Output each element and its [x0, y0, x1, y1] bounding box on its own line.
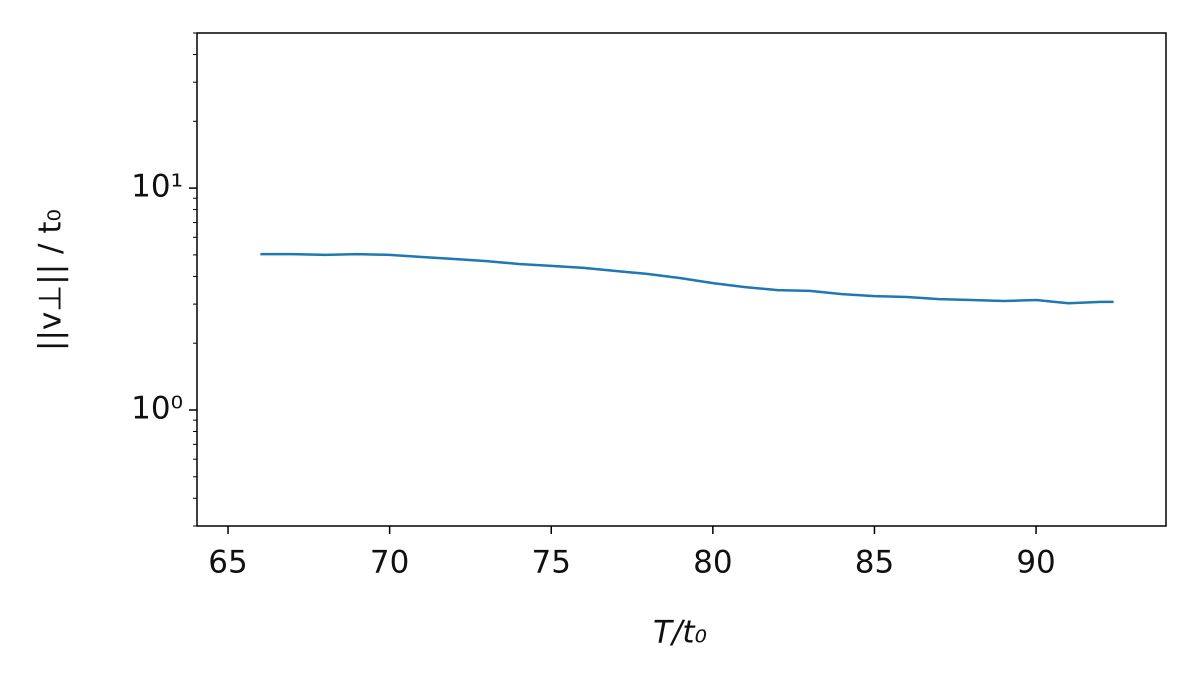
line	[260, 252, 1114, 305]
x-tick-label: 80	[693, 545, 732, 581]
x-tick-label: 85	[855, 545, 894, 581]
y-tick-label: 10⁰	[131, 390, 183, 426]
x-axis-label: T/t₀	[653, 615, 707, 651]
plot-frame	[196, 32, 1167, 527]
x-tick-label: 90	[1016, 545, 1055, 581]
y-axis-label: ||v⊥|| / t₀	[33, 209, 69, 351]
x-tick-label: 65	[208, 545, 247, 581]
y-tick-label: 10¹	[131, 169, 183, 205]
x-tick-label: 75	[532, 545, 571, 581]
x-tick-label: 70	[370, 545, 409, 581]
